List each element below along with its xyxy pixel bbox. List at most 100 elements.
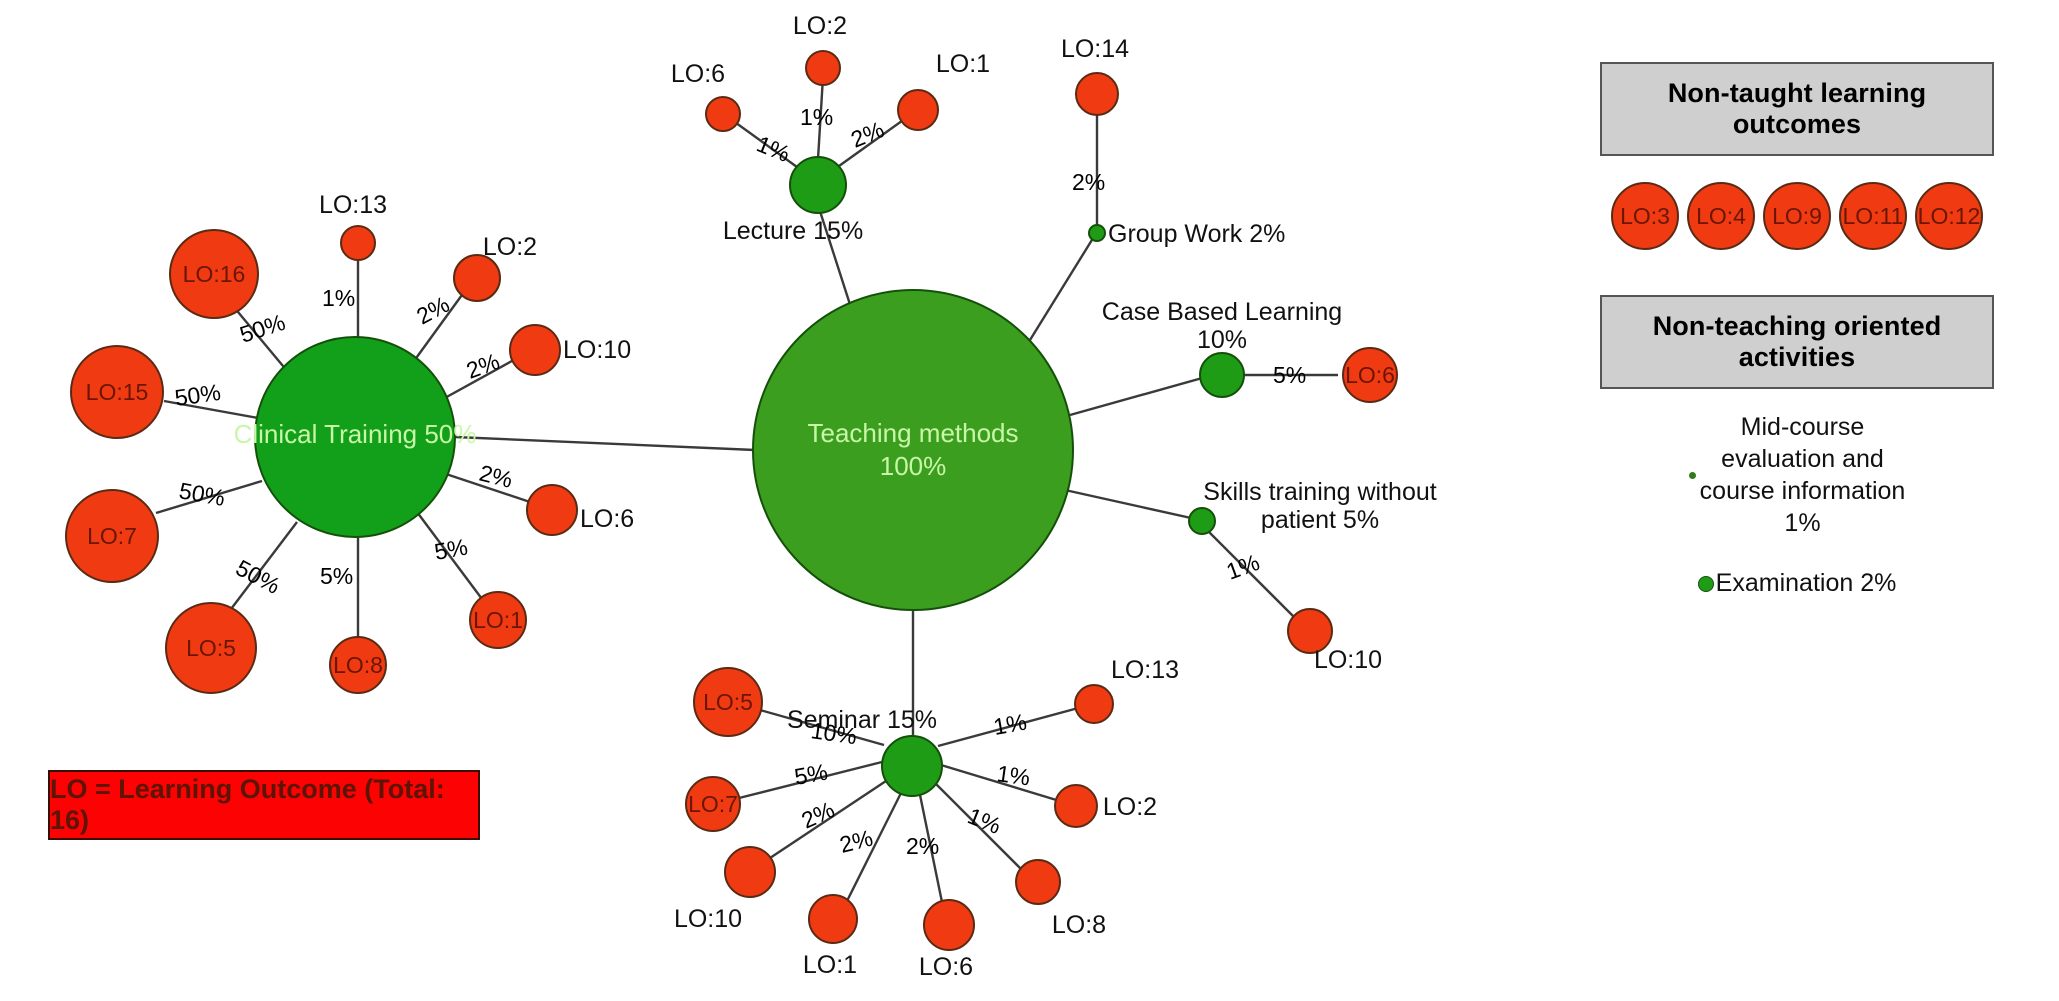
node-ct-lo8-circle[interactable] <box>329 636 387 694</box>
node-skills-training[interactable]: Skills training without patient 5% <box>1188 478 1437 535</box>
node-case-based-learning-circle[interactable] <box>1199 352 1245 398</box>
node-ct-lo15[interactable]: LO:15 <box>70 345 164 439</box>
node-cbl-lo6[interactable]: LO:6 <box>1342 347 1398 403</box>
node-ct-lo1[interactable]: LO:1 <box>469 591 527 649</box>
node-ct-lo15-circle[interactable] <box>70 345 164 439</box>
node-lec-lo6[interactable]: LO:6 <box>671 60 741 132</box>
non-taught-lo-item[interactable]: LO:4 <box>1687 182 1755 250</box>
node-gw-lo14[interactable]: LO:14 <box>1061 35 1129 116</box>
node-cbl-lo6-circle[interactable] <box>1342 347 1398 403</box>
node-ct-lo5-circle[interactable] <box>165 602 257 694</box>
non-teaching-panel: Non-teaching oriented activities Mid-cou… <box>1600 295 1994 598</box>
node-teaching-methods[interactable]: Teaching methods 100% <box>752 289 1074 611</box>
edges-layer <box>155 76 1338 908</box>
node-ct-lo2-circle[interactable] <box>453 254 501 302</box>
node-clinical-training-circle[interactable] <box>254 336 456 538</box>
node-ct-lo2[interactable]: LO:2 <box>453 233 537 302</box>
node-ct-lo7-circle[interactable] <box>65 489 159 583</box>
node-ct-lo6-circle[interactable] <box>526 484 578 536</box>
node-sem-lo6[interactable]: LO:6 <box>919 899 975 981</box>
edge-sem-lo5 <box>759 708 885 747</box>
edge-lec-lo2 <box>816 76 825 160</box>
node-seminar[interactable]: Seminar 15% <box>787 706 943 797</box>
edge-weight-cbl-lo6: 5% <box>1273 362 1306 388</box>
node-sem-lo13[interactable]: LO:13 <box>1074 656 1179 724</box>
edge-weight-gw-lo14: 2% <box>1072 169 1105 195</box>
edge-weight-sem-lo1: 2% <box>837 825 876 858</box>
green-dot-icon <box>1688 471 1696 479</box>
node-sem-lo10-circle[interactable] <box>724 846 776 898</box>
node-ct-lo8[interactable]: LO:8 <box>329 636 387 694</box>
non-teaching-item-midcourse[interactable]: Mid-course evaluation and course informa… <box>1600 411 1994 539</box>
node-ct-lo16-circle[interactable] <box>169 229 259 319</box>
non-teaching-item-midcourse-label: Mid-course evaluation and course informa… <box>1700 411 1906 539</box>
node-ct-lo13[interactable]: LO:13 <box>319 191 387 261</box>
edge-weight-lec-lo1: 2% <box>847 116 888 153</box>
node-ct-lo10-circle[interactable] <box>509 324 561 376</box>
node-lec-lo6-label: LO:6 <box>671 60 725 88</box>
edge-weight-sem-lo2: 1% <box>995 760 1032 790</box>
non-taught-lo-item[interactable]: LO:9 <box>1763 182 1831 250</box>
node-ct-lo1-circle[interactable] <box>469 591 527 649</box>
node-gw-lo14-circle[interactable] <box>1075 72 1119 116</box>
edge-weight-sem-lo7: 5% <box>792 759 829 790</box>
edge-sem-lo2 <box>940 763 1064 804</box>
edge-st-lo10 <box>1208 531 1298 621</box>
non-teaching-item-examination[interactable]: Examination 2% <box>1600 569 1994 598</box>
node-st-lo10[interactable]: LO:10 <box>1287 608 1382 674</box>
node-sem-lo8-label: LO:8 <box>1052 911 1106 939</box>
node-ct-lo5[interactable]: LO:5 <box>165 602 257 694</box>
node-lec-lo2-circle[interactable] <box>805 50 841 86</box>
edge-weight-ct-lo13: 1% <box>322 285 355 311</box>
node-ct-lo13-circle[interactable] <box>340 225 376 261</box>
node-clinical-training[interactable]: Clinical Training 50% <box>234 336 477 538</box>
node-ct-lo6[interactable]: LO:6 <box>526 484 634 536</box>
edge-weight-ct-lo6: 2% <box>477 460 516 493</box>
node-lec-lo6-circle[interactable] <box>705 96 741 132</box>
node-sem-lo1[interactable]: LO:1 <box>803 894 858 979</box>
node-group-work[interactable]: Group Work 2% <box>1088 220 1285 248</box>
node-sem-lo8-circle[interactable] <box>1015 859 1061 905</box>
node-lec-lo1-circle[interactable] <box>897 89 939 131</box>
edge-weight-ct-lo10: 2% <box>463 348 503 384</box>
node-sem-lo10[interactable]: LO:10 <box>674 846 776 933</box>
edge-weight-ct-lo15: 50% <box>173 379 222 411</box>
edge-weight-ct-lo16: 50% <box>237 309 289 348</box>
node-case-based-learning[interactable]: Case Based Learning 10% <box>1102 298 1342 398</box>
node-group-work-circle[interactable] <box>1088 224 1106 242</box>
edge-hub-skills <box>1064 488 1201 522</box>
node-seminar-circle[interactable] <box>881 735 943 797</box>
non-taught-lo-item[interactable]: LO:11 <box>1839 182 1907 250</box>
node-skills-training-circle[interactable] <box>1188 507 1216 535</box>
edge-hub-lecture <box>816 204 857 321</box>
node-sem-lo2-circle[interactable] <box>1054 784 1098 828</box>
node-ct-lo10[interactable]: LO:10 <box>509 324 631 376</box>
node-sem-lo5-circle[interactable] <box>693 667 763 737</box>
non-taught-lo-item[interactable]: LO:3 <box>1611 182 1679 250</box>
node-lec-lo2-label: LO:2 <box>793 12 847 40</box>
node-sem-lo7-label: LO:7 <box>688 791 738 817</box>
node-sem-lo7[interactable]: LO:7 <box>685 776 741 832</box>
node-sem-lo2[interactable]: LO:2 <box>1054 784 1157 828</box>
non-taught-lo-item[interactable]: LO:12 <box>1915 182 1983 250</box>
node-sem-lo13-circle[interactable] <box>1074 684 1114 724</box>
node-sem-lo6-circle[interactable] <box>923 899 975 951</box>
midcourse-line4: 1% <box>1784 509 1821 537</box>
midcourse-line2: evaluation and <box>1721 445 1884 473</box>
node-lecture-circle[interactable] <box>789 156 847 214</box>
node-sem-lo13-label: LO:13 <box>1111 656 1179 684</box>
node-ct-lo16[interactable]: LO:16 <box>169 229 259 319</box>
node-lec-lo1[interactable]: LO:1 <box>897 50 990 131</box>
node-teaching-methods-circle[interactable] <box>752 289 1074 611</box>
node-sem-lo5[interactable]: LO:5 <box>693 667 763 737</box>
node-sem-lo8[interactable]: LO:8 <box>1015 859 1106 939</box>
node-gw-lo14-label: LO:14 <box>1061 35 1129 63</box>
node-st-lo10-circle[interactable] <box>1287 608 1333 654</box>
node-lecture[interactable]: Lecture 15% <box>723 156 863 245</box>
node-sem-lo7-circle[interactable] <box>685 776 741 832</box>
node-ct-lo7[interactable]: LO:7 <box>65 489 159 583</box>
node-sem-lo1-circle[interactable] <box>808 894 858 944</box>
node-ct-lo13-label: LO:13 <box>319 191 387 219</box>
node-lec-lo2[interactable]: LO:2 <box>793 12 847 86</box>
